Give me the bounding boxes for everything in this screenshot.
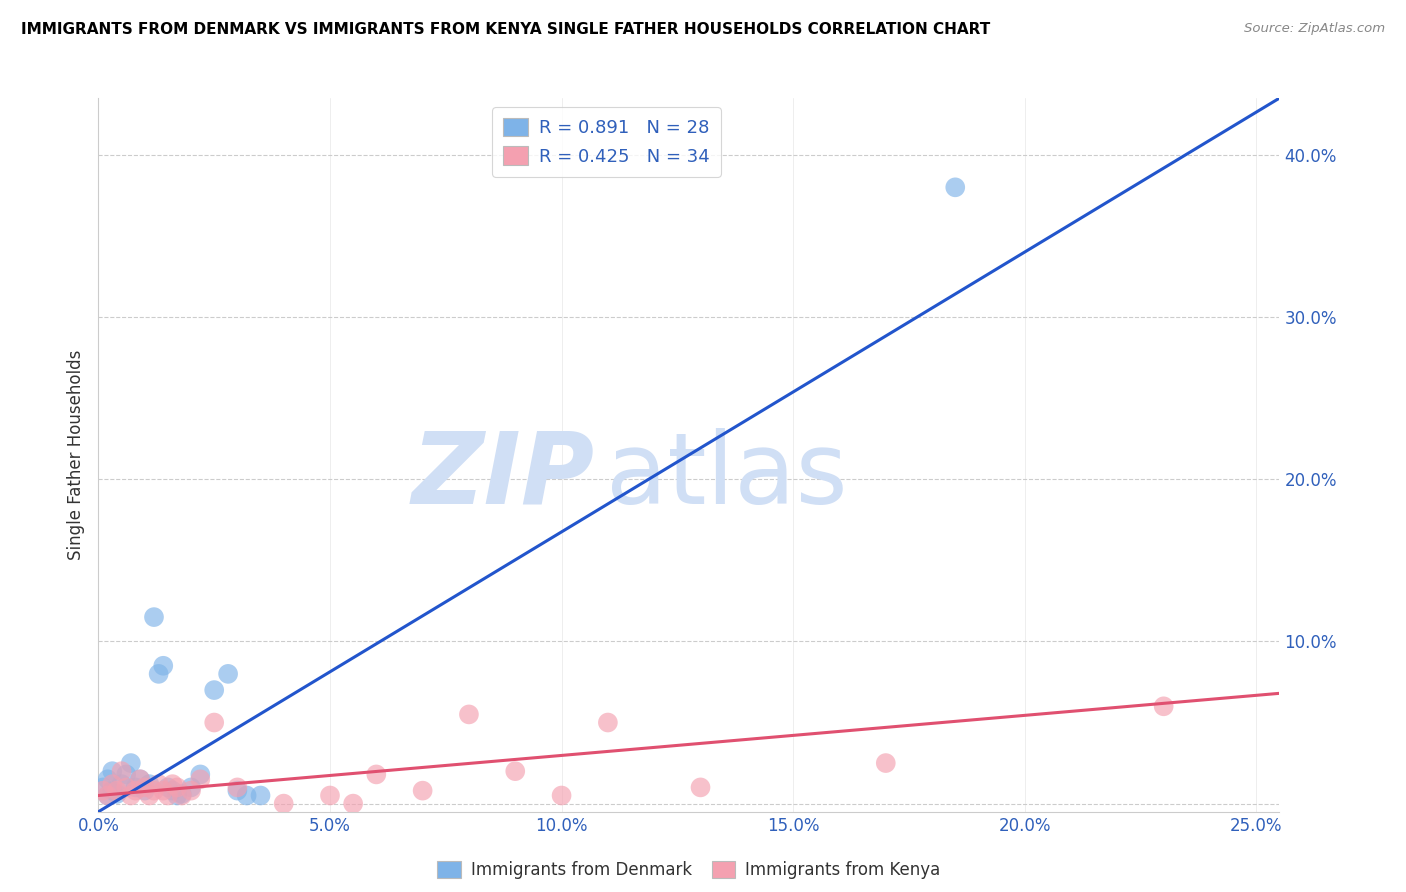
Point bbox=[689, 780, 711, 795]
Point bbox=[138, 777, 160, 791]
Point bbox=[91, 780, 114, 795]
Point bbox=[152, 658, 174, 673]
Point bbox=[188, 772, 211, 787]
Point bbox=[124, 780, 146, 795]
Point bbox=[120, 756, 142, 770]
Point bbox=[273, 797, 295, 811]
Point bbox=[148, 777, 170, 791]
Point bbox=[366, 767, 388, 781]
Point bbox=[156, 789, 179, 803]
Point bbox=[134, 780, 156, 795]
Point bbox=[143, 610, 166, 624]
Point bbox=[129, 772, 152, 787]
Point bbox=[170, 787, 193, 801]
Point bbox=[156, 780, 179, 795]
Legend: Immigrants from Denmark, Immigrants from Kenya: Immigrants from Denmark, Immigrants from… bbox=[430, 854, 948, 886]
Point bbox=[202, 715, 225, 730]
Text: Source: ZipAtlas.com: Source: ZipAtlas.com bbox=[1244, 22, 1385, 36]
Point bbox=[105, 787, 128, 801]
Point bbox=[596, 715, 619, 730]
Point bbox=[249, 789, 271, 803]
Point bbox=[97, 789, 120, 803]
Point bbox=[148, 666, 170, 681]
Y-axis label: Single Father Households: Single Father Households bbox=[67, 350, 86, 560]
Text: IMMIGRANTS FROM DENMARK VS IMMIGRANTS FROM KENYA SINGLE FATHER HOUSEHOLDS CORREL: IMMIGRANTS FROM DENMARK VS IMMIGRANTS FR… bbox=[21, 22, 990, 37]
Text: ZIP: ZIP bbox=[412, 428, 595, 524]
Point bbox=[458, 707, 481, 722]
Point bbox=[188, 767, 211, 781]
Point bbox=[105, 783, 128, 797]
Point bbox=[943, 180, 966, 194]
Point bbox=[235, 789, 257, 803]
Point bbox=[202, 683, 225, 698]
Point bbox=[342, 797, 364, 811]
Point bbox=[319, 789, 342, 803]
Point bbox=[226, 783, 249, 797]
Point bbox=[217, 666, 239, 681]
Point bbox=[166, 789, 188, 803]
Point bbox=[124, 783, 146, 797]
Point bbox=[162, 777, 184, 791]
Point bbox=[101, 764, 124, 779]
Point bbox=[115, 780, 138, 795]
Point bbox=[170, 789, 193, 803]
Point bbox=[143, 783, 166, 797]
Point bbox=[101, 777, 124, 791]
Point bbox=[166, 780, 188, 795]
Point bbox=[180, 780, 202, 795]
Text: atlas: atlas bbox=[606, 428, 848, 524]
Point bbox=[503, 764, 526, 779]
Point bbox=[120, 789, 142, 803]
Point bbox=[550, 789, 572, 803]
Point bbox=[226, 780, 249, 795]
Point bbox=[162, 783, 184, 797]
Point bbox=[110, 764, 132, 779]
Point bbox=[1153, 699, 1175, 714]
Point bbox=[152, 783, 174, 797]
Point bbox=[91, 783, 114, 797]
Point bbox=[97, 789, 120, 803]
Point bbox=[134, 783, 156, 797]
Point bbox=[138, 789, 160, 803]
Point bbox=[875, 756, 897, 770]
Point bbox=[129, 772, 152, 787]
Point bbox=[101, 783, 124, 797]
Point bbox=[180, 783, 202, 797]
Point bbox=[97, 772, 120, 787]
Point bbox=[110, 777, 132, 791]
Point bbox=[115, 767, 138, 781]
Point bbox=[412, 783, 434, 797]
